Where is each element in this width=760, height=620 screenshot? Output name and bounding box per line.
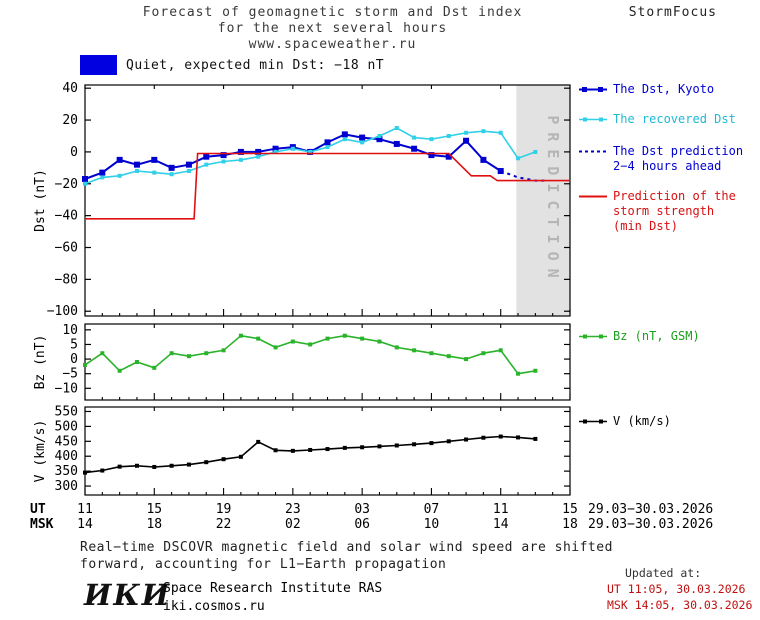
legend-label-recovered: The recovered Dst — [613, 112, 736, 126]
footnote: Real−time DSCOVR magnetic field and sola… — [80, 539, 613, 573]
x-tick-label: 22 — [215, 517, 232, 532]
y-tick-label: 0 — [70, 145, 78, 160]
y-tick-label: 40 — [62, 81, 78, 96]
y-tick-label: −40 — [55, 209, 78, 224]
x-tick-label: 14 — [77, 517, 93, 532]
x-tick-label: 11 — [492, 502, 509, 517]
brand-label: StormFocus — [628, 5, 717, 20]
institute-site: iki.cosmos.ru — [163, 599, 265, 614]
y-tick-label: 350 — [55, 464, 78, 479]
y-tick-label: 10 — [62, 323, 78, 338]
legend-label-dst-kyoto: The Dst, Kyoto — [613, 82, 715, 96]
updated-msk: MSK 14:05, 30.03.2026 — [607, 598, 753, 612]
x-tick-label: 14 — [492, 517, 509, 532]
legend-label-v: V (km/s) — [613, 414, 671, 428]
x-tick-label: 03 — [354, 502, 370, 517]
legend-item-bz: Bz (nT, GSM) — [579, 329, 758, 346]
y-axis-title: Bz (nT) — [33, 335, 48, 390]
msk-axis-name: MSK — [30, 517, 54, 532]
institute-name: Space Research Institute RAS — [163, 581, 383, 596]
prediction-band-label: PREDICTION — [544, 115, 562, 285]
x-tick-label: 18 — [146, 517, 163, 532]
y-axis-title: Dst (nT) — [33, 169, 48, 232]
y-tick-label: 20 — [62, 113, 78, 128]
series — [85, 152, 570, 220]
updated-block: Updated at: UT 11:05, 30.03.2026 MSK 14:… — [607, 565, 752, 613]
v-marker-icon — [579, 416, 607, 431]
ut-axis-row: UT 11 15 19 23 03 07 11 15 29.03−30.03.2026 — [0, 502, 760, 518]
series — [83, 333, 538, 376]
y-tick-label: 500 — [55, 419, 78, 434]
bz-marker-icon — [579, 331, 607, 346]
y-axis-title: V (km/s) — [33, 420, 48, 483]
x-tick-label: 23 — [285, 502, 301, 517]
y-tick-label: 5 — [70, 337, 78, 352]
y-tick-label: −100 — [47, 304, 78, 319]
y-tick-label: 550 — [55, 404, 78, 419]
y-tick-label: 400 — [55, 449, 78, 464]
title-line-2: for the next several hours — [217, 21, 448, 36]
chart-panel-Dst: PREDICTION 40 20 0 −20 −40 −60 −80 −100 Dst (nT) — [33, 81, 571, 319]
x-tick-label: 02 — [285, 517, 301, 532]
storm-strength-line-icon — [579, 191, 607, 206]
status-label: Quiet, expected min Dst: −18 nT — [126, 57, 385, 73]
legend-label-bz: Bz (nT, GSM) — [613, 329, 700, 343]
legend-item-storm-strength: Prediction of the storm strength (min Ds… — [579, 189, 758, 234]
legend-label-prediction: The Dst prediction 2−4 hours ahead — [613, 144, 744, 173]
status-banner: Quiet, expected min Dst: −18 nT — [80, 55, 384, 75]
footnote-line-1: Real−time DSCOVR magnetic field and sola… — [80, 540, 613, 555]
y-tick-label: −10 — [55, 381, 78, 396]
recovered-marker-icon — [579, 114, 607, 129]
x-tick-label: 18 — [562, 517, 578, 532]
y-tick-label: 300 — [55, 479, 78, 494]
page-title: Forecast of geomagnetic storm and Dst in… — [0, 5, 665, 53]
x-tick-label: 15 — [146, 502, 163, 517]
bz-legend: Bz (nT, GSM) — [579, 329, 758, 346]
y-tick-label: 450 — [55, 434, 78, 449]
y-tick-label: −80 — [55, 272, 78, 287]
y-tick-label: −60 — [55, 240, 78, 255]
title-line-3: www.spaceweather.ru — [248, 37, 417, 52]
ut-date-range: 29.03−30.03.2026 — [588, 502, 714, 517]
title-line-1: Forecast of geomagnetic storm and Dst in… — [142, 5, 523, 20]
legend-item-dst-kyoto: The Dst, Kyoto — [579, 82, 758, 99]
plot-frame — [84, 323, 571, 401]
updated-ut: UT 11:05, 30.03.2026 — [607, 582, 746, 596]
y-tick-label: −20 — [55, 177, 78, 192]
v-legend: V (km/s) — [579, 414, 758, 431]
updated-label: Updated at: — [625, 566, 702, 580]
x-tick-label: 11 — [77, 502, 93, 517]
iki-logo: ИКИ — [84, 578, 172, 612]
prediction-band — [516, 85, 570, 316]
x-tick-label: 10 — [423, 517, 440, 532]
footnote-line-2: forward, accounting for L1−Earth propaga… — [80, 557, 447, 572]
series — [82, 131, 504, 182]
y-tick-label: −5 — [62, 367, 78, 382]
dst-kyoto-marker-icon — [579, 84, 607, 99]
msk-date-range: 29.03−30.03.2026 — [588, 517, 714, 532]
x-tick-label: 19 — [215, 502, 232, 517]
x-tick-label: 06 — [354, 517, 370, 532]
dst-legend: The Dst, Kyoto The recovered Dst The Dst… — [579, 82, 758, 234]
legend-item-prediction: The Dst prediction 2−4 hours ahead — [579, 144, 758, 174]
prediction-dotted-line-icon — [579, 146, 607, 161]
series — [500, 170, 546, 182]
msk-axis-row: MSK 14 18 22 02 06 10 14 18 29.03−30.03.2026 — [0, 517, 760, 533]
x-tick-label: 15 — [562, 502, 578, 517]
series — [83, 434, 538, 475]
x-tick-label: 07 — [423, 502, 440, 517]
legend-item-recovered: The recovered Dst — [579, 112, 758, 129]
ut-axis-name: UT — [30, 502, 46, 517]
status-color-box — [80, 55, 117, 75]
plot-frame — [84, 84, 571, 317]
legend-item-v: V (km/s) — [579, 414, 758, 431]
legend-label-storm-strength: Prediction of the storm strength (min Ds… — [613, 189, 736, 233]
y-tick-label: 0 — [70, 352, 78, 367]
series — [83, 126, 538, 186]
